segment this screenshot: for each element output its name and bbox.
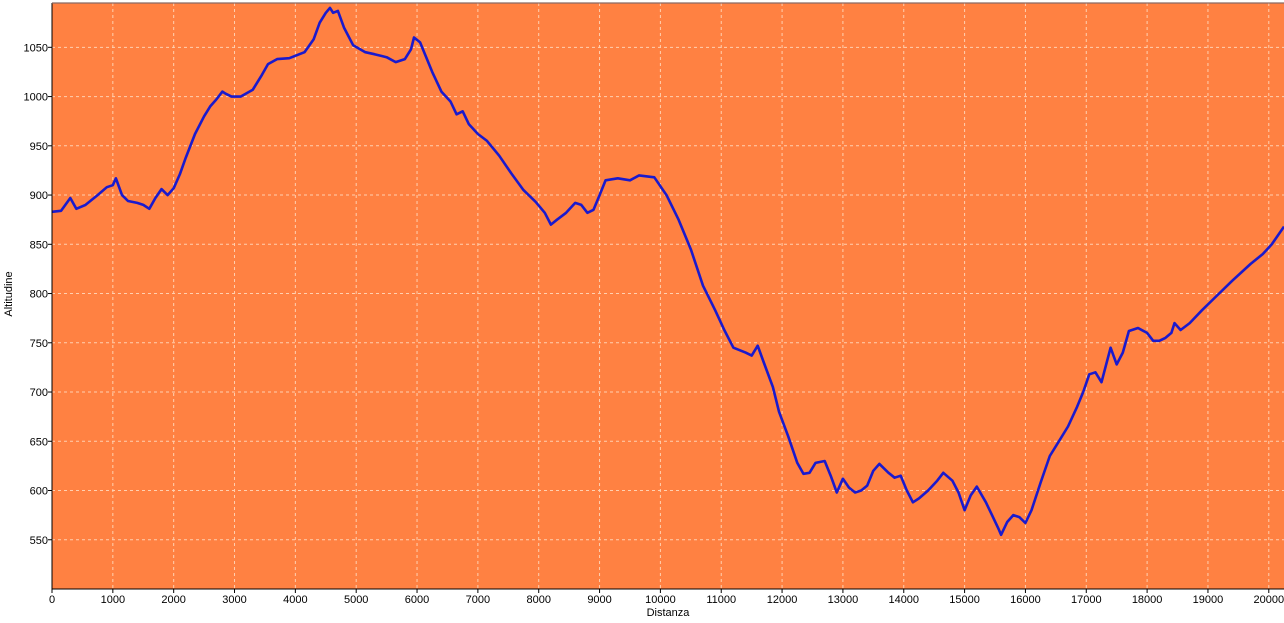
- x-tick-label: 2000: [161, 594, 185, 606]
- y-axis-label: Altitudine: [3, 271, 15, 316]
- y-tick-label: 650: [30, 436, 48, 448]
- x-tick-label: 9000: [587, 594, 611, 606]
- x-tick-label: 15000: [949, 594, 980, 606]
- x-axis-label: Distanza: [647, 607, 691, 618]
- x-tick-label: 0: [49, 594, 55, 606]
- y-axis-ticks: 550 600 650 700 750 800 850 900 950 1000 1050: [24, 42, 52, 547]
- x-tick-label: 12000: [767, 594, 798, 606]
- y-tick-label: 750: [30, 338, 48, 350]
- x-tick-label: 16000: [1010, 594, 1041, 606]
- y-tick-label: 850: [30, 239, 48, 251]
- x-tick-label: 3000: [222, 594, 246, 606]
- x-tick-label: 10000: [645, 594, 676, 606]
- y-tick-label: 800: [30, 289, 48, 301]
- x-tick-label: 5000: [344, 594, 368, 606]
- plot-background: [52, 3, 1284, 589]
- elevation-series-line: [51, 6, 1284, 537]
- y-tick-label: 1050: [24, 42, 48, 54]
- x-tick-label: 14000: [888, 594, 919, 606]
- y-tick-label: 550: [30, 535, 48, 547]
- x-tick-label: 19000: [1193, 594, 1224, 606]
- x-tick-label: 8000: [526, 594, 550, 606]
- x-tick-label: 11000: [706, 594, 736, 606]
- x-tick-label: 18000: [1132, 594, 1163, 606]
- grid-lines: [52, 3, 1284, 589]
- y-tick-label: 900: [30, 190, 48, 202]
- x-tick-label: 20000: [1253, 594, 1284, 606]
- y-tick-label: 600: [30, 486, 48, 498]
- x-tick-label: 6000: [405, 594, 429, 606]
- y-tick-label: 950: [30, 141, 48, 153]
- x-tick-label: 1000: [101, 594, 125, 606]
- y-tick-label: 1000: [24, 92, 48, 104]
- y-tick-label: 700: [30, 387, 48, 399]
- x-tick-label: 13000: [828, 594, 859, 606]
- x-tick-label: 7000: [466, 594, 490, 606]
- x-axis-ticks: 0 1000 2000 3000 4000 5000 6000 7000 8000 9000 100…: [49, 589, 1284, 606]
- x-tick-label: 17000: [1071, 594, 1102, 606]
- x-tick-label: 4000: [283, 594, 307, 606]
